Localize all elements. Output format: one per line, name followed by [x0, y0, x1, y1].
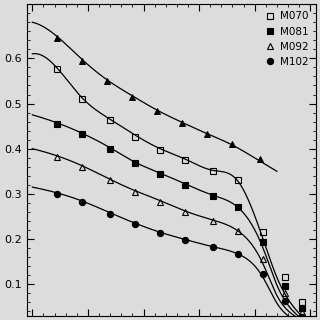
M081 — [158, 172, 162, 176]
M092 — [300, 310, 304, 314]
M081 — [283, 284, 287, 288]
M081 — [80, 132, 84, 136]
M102 — [158, 231, 162, 235]
M102 — [261, 272, 265, 276]
Line: M070: M070 — [54, 66, 305, 305]
M092 — [80, 165, 84, 169]
M102 — [300, 315, 304, 319]
M070 — [55, 67, 59, 71]
M070 — [158, 148, 162, 152]
M102 — [283, 300, 287, 303]
M070 — [236, 179, 240, 182]
M092 — [183, 210, 187, 214]
M081 — [261, 240, 265, 244]
M092 — [158, 200, 162, 204]
M092 — [261, 258, 265, 261]
M081 — [211, 194, 215, 198]
M102 — [133, 222, 137, 226]
M102 — [183, 238, 187, 242]
M081 — [183, 183, 187, 187]
M081 — [108, 147, 112, 151]
M102 — [211, 245, 215, 249]
M092 — [211, 219, 215, 223]
M092 — [55, 155, 59, 159]
M070 — [183, 158, 187, 162]
M070 — [211, 169, 215, 173]
M070 — [300, 300, 304, 304]
M092 — [133, 190, 137, 194]
Legend: M070, M081, M092, M102: M070, M081, M092, M102 — [261, 9, 311, 69]
M092 — [108, 179, 112, 182]
M102 — [55, 192, 59, 196]
M081 — [300, 306, 304, 310]
M102 — [108, 212, 112, 216]
M070 — [283, 276, 287, 279]
M081 — [55, 122, 59, 126]
Line: M081: M081 — [54, 121, 305, 311]
M070 — [108, 118, 112, 122]
M081 — [133, 161, 137, 165]
M070 — [133, 135, 137, 139]
Line: M092: M092 — [54, 154, 305, 315]
M081 — [236, 204, 240, 208]
M102 — [236, 252, 240, 255]
M102 — [80, 200, 84, 204]
M092 — [283, 291, 287, 295]
M070 — [261, 230, 265, 234]
Line: M102: M102 — [54, 191, 305, 320]
M092 — [236, 229, 240, 233]
M070 — [80, 97, 84, 101]
